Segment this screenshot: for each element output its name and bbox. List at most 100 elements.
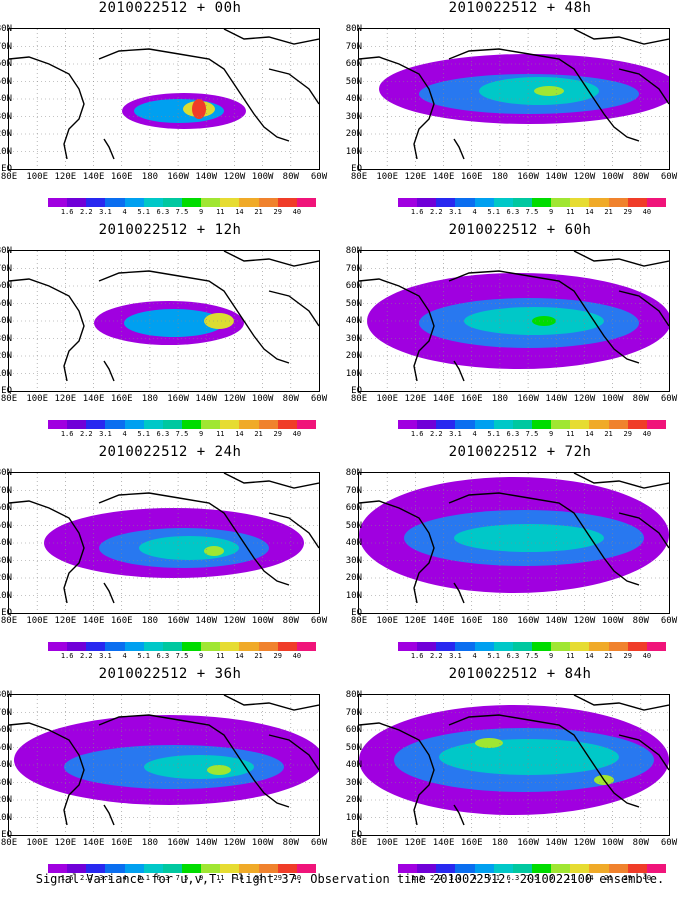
latitude-label: 30N (345, 333, 362, 344)
panel-title: 2010022512 + 36h (98, 666, 242, 682)
longitude-label: 160W (517, 394, 539, 404)
colorbar-swatch (143, 864, 163, 873)
colorbar-label: 9 (199, 430, 204, 438)
longitude-label: 60W (660, 172, 678, 182)
colorbar (48, 864, 316, 873)
colorbar-label: 1.6 (410, 874, 424, 882)
colorbar-swatch (398, 420, 418, 429)
colorbar-swatch (417, 642, 437, 651)
colorbar-label: 14 (585, 874, 594, 882)
colorbar-swatch (162, 642, 182, 651)
longitude-label: 80E (0, 394, 18, 404)
longitude-label: 140E (82, 394, 105, 404)
coastline (103, 804, 115, 826)
colorbar-label: 40 (292, 208, 302, 216)
colorbar-swatch (143, 198, 163, 207)
latitude-label: EQ (1, 386, 12, 396)
colorbar-swatch (627, 642, 647, 651)
map-panel: 2010022512 + 48h 80N 70N 60N 50N 40N 30N 20N 10N… (346, 0, 690, 216)
latitude-label: 20N (0, 129, 12, 139)
colorbar-swatch (181, 420, 202, 429)
latitude-label: 30N (0, 555, 12, 566)
colorbar-label: 11 (216, 874, 225, 882)
longitude-label: 180 (141, 394, 159, 404)
coastline (359, 56, 435, 160)
map-frame (8, 472, 320, 614)
variance-contour (207, 765, 231, 775)
colorbar-swatch (417, 420, 437, 429)
colorbar-swatch (531, 198, 552, 207)
colorbar-swatch (417, 864, 437, 873)
colorbar-label: 7.5 (175, 652, 189, 660)
latitude-label: 10N (345, 812, 362, 823)
longitude-label: 100E (376, 394, 399, 404)
longitude-label: 60W (660, 616, 678, 626)
coastline (98, 492, 290, 586)
latitude-label: 20N (345, 129, 362, 139)
longitude-label: 100W (601, 616, 624, 626)
longitude-label: 100E (26, 838, 49, 848)
latitude-label: 50N (345, 742, 362, 753)
longitude-label: 100E (376, 172, 399, 182)
longitude-label: 120E (404, 616, 427, 626)
longitude-label: 120W (223, 838, 246, 848)
colorbar-label: 40 (642, 430, 652, 438)
longitude-label: 140E (82, 616, 105, 626)
colorbar-swatch (296, 642, 316, 651)
longitude-label: 80E (350, 616, 368, 626)
coastline (223, 473, 319, 489)
colorbar-label: 21 (254, 430, 263, 438)
colorbar-swatch (181, 864, 202, 873)
latitude-label: 40N (345, 760, 362, 770)
colorbar-label: 9 (549, 652, 554, 660)
colorbar-label: 2.2 (429, 208, 443, 216)
longitude-label: 160E (460, 394, 483, 404)
colorbar-swatch (220, 864, 240, 873)
longitude-label: 140W (195, 394, 218, 404)
longitude-label: 160E (460, 616, 483, 626)
longitude-label: 100W (601, 838, 624, 848)
coastline (9, 278, 85, 382)
colorbar-swatch (201, 864, 221, 873)
latitude-label: 10N (345, 146, 362, 157)
coastline (453, 360, 465, 382)
latitude-label: EQ (351, 164, 362, 174)
colorbar-swatch (67, 420, 87, 429)
latitude-label: 10N (345, 590, 362, 601)
variance-contour (124, 309, 224, 337)
colorbar (48, 420, 316, 429)
latitude-label: 40N (0, 316, 12, 326)
colorbar-label: 21 (254, 208, 263, 216)
colorbar-label: 3.1 (449, 430, 462, 438)
colorbar-label: 2.2 (429, 652, 443, 660)
coastline (9, 500, 85, 604)
longitude-label: 100E (26, 172, 49, 182)
longitude-label: 80W (282, 616, 299, 626)
longitude-label: 80E (0, 838, 18, 848)
latitude-label: 50N (0, 742, 12, 753)
latitude-label: 10N (345, 368, 362, 379)
colorbar-label: 9 (199, 652, 204, 660)
colorbar-swatch (531, 420, 552, 429)
colorbar-label: 4 (472, 652, 477, 660)
panel-title: 2010022512 + 24h (98, 444, 242, 460)
longitude-label: 100W (601, 172, 624, 182)
colorbar-swatch (277, 864, 297, 873)
colorbar-label: 11 (216, 652, 225, 660)
colorbar-swatch (436, 420, 456, 429)
panel-title: 2010022512 + 84h (448, 666, 592, 682)
colorbar-label: 1.6 (60, 208, 74, 216)
colorbar-swatch (258, 198, 278, 207)
colorbar-swatch (646, 864, 666, 873)
colorbar-swatch (181, 642, 202, 651)
colorbar-label: 21 (604, 430, 613, 438)
colorbar-swatch (86, 198, 106, 207)
variance-contour (139, 536, 239, 560)
latitude-label: 40N (0, 94, 12, 104)
latitude-label: EQ (351, 830, 362, 840)
variance-contour (192, 99, 206, 119)
colorbar (398, 420, 666, 429)
colorbar-swatch (474, 864, 494, 873)
colorbar-label: 5.1 (137, 208, 151, 216)
colorbar-labels: 1.6 2.2 3.1 4 5.1 6.3 7.5 9 11 14 21 29 40 (398, 652, 666, 661)
